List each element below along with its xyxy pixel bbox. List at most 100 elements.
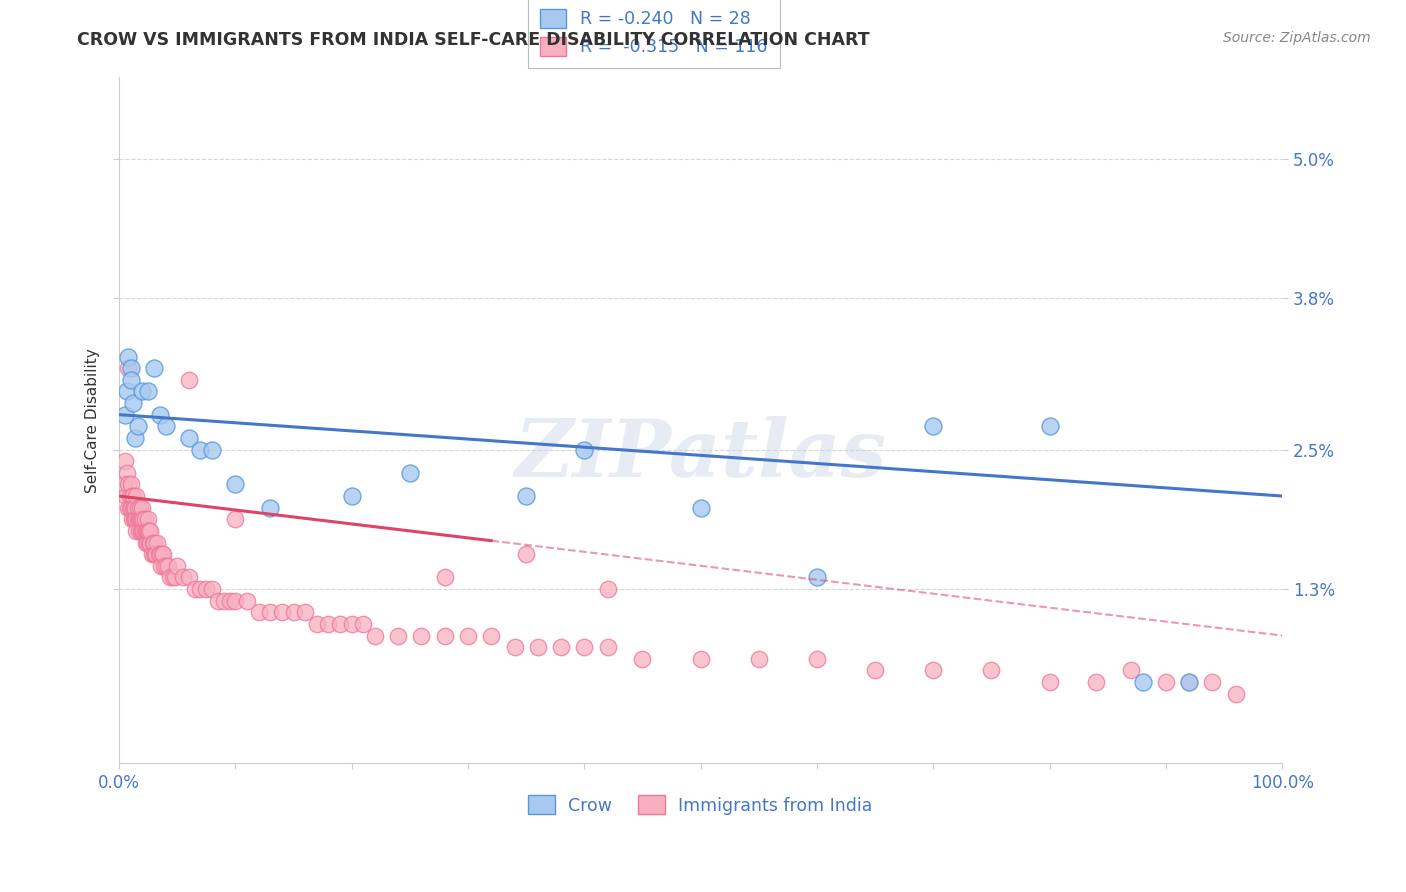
Point bbox=[190, 582, 212, 596]
Point bbox=[152, 547, 174, 561]
Text: ZIPatlas: ZIPatlas bbox=[515, 416, 887, 493]
Text: CROW VS IMMIGRANTS FROM INDIA SELF-CARE DISABILITY CORRELATION CHART: CROW VS IMMIGRANTS FROM INDIA SELF-CARE … bbox=[77, 31, 870, 49]
Point bbox=[131, 500, 153, 515]
Point bbox=[128, 524, 150, 538]
Point bbox=[115, 384, 138, 399]
Point bbox=[138, 524, 160, 538]
Point bbox=[122, 500, 145, 515]
Point bbox=[124, 512, 146, 526]
Point bbox=[166, 558, 188, 573]
Point bbox=[177, 570, 200, 584]
Point bbox=[127, 500, 149, 515]
Point bbox=[247, 605, 270, 619]
Point bbox=[129, 512, 152, 526]
Point bbox=[352, 616, 374, 631]
Point bbox=[433, 570, 456, 584]
Point bbox=[980, 664, 1002, 678]
Point bbox=[922, 419, 945, 434]
Point bbox=[201, 442, 224, 457]
Point bbox=[748, 652, 770, 666]
Point bbox=[120, 361, 142, 376]
Legend: Crow, Immigrants from India: Crow, Immigrants from India bbox=[520, 787, 882, 823]
Point bbox=[153, 558, 176, 573]
Point bbox=[294, 605, 316, 619]
Point bbox=[305, 616, 328, 631]
Point bbox=[806, 652, 828, 666]
Point bbox=[117, 361, 139, 376]
Point bbox=[139, 535, 162, 549]
Point bbox=[134, 524, 156, 538]
Point bbox=[863, 664, 886, 678]
Point bbox=[120, 500, 142, 515]
Point bbox=[129, 500, 152, 515]
Point bbox=[596, 640, 619, 655]
Point bbox=[129, 524, 152, 538]
Point bbox=[1178, 675, 1201, 690]
Point bbox=[125, 489, 148, 503]
Point bbox=[122, 512, 145, 526]
Point bbox=[122, 489, 145, 503]
Point bbox=[259, 500, 281, 515]
Point bbox=[479, 629, 502, 643]
Point bbox=[515, 547, 537, 561]
Point bbox=[115, 466, 138, 480]
Point bbox=[159, 570, 181, 584]
Point bbox=[142, 361, 165, 376]
Point bbox=[574, 640, 596, 655]
Point bbox=[457, 629, 479, 643]
Point bbox=[114, 408, 136, 422]
Point bbox=[259, 605, 281, 619]
Point bbox=[120, 477, 142, 491]
Point bbox=[136, 524, 159, 538]
Point bbox=[146, 535, 169, 549]
Point bbox=[596, 582, 619, 596]
Point bbox=[207, 593, 229, 607]
Point bbox=[177, 373, 200, 387]
Point bbox=[117, 500, 139, 515]
Point bbox=[172, 570, 194, 584]
Point bbox=[125, 512, 148, 526]
Point bbox=[117, 350, 139, 364]
Point bbox=[136, 524, 159, 538]
Point bbox=[433, 629, 456, 643]
Point bbox=[689, 652, 711, 666]
Point bbox=[131, 512, 153, 526]
Point bbox=[503, 640, 526, 655]
Point bbox=[117, 477, 139, 491]
Point bbox=[411, 629, 433, 643]
Point bbox=[236, 593, 259, 607]
Point bbox=[155, 558, 177, 573]
Point bbox=[118, 500, 141, 515]
Point bbox=[122, 396, 145, 410]
Point bbox=[127, 419, 149, 434]
Point bbox=[139, 524, 162, 538]
Point bbox=[515, 489, 537, 503]
Point bbox=[145, 547, 167, 561]
Text: Source: ZipAtlas.com: Source: ZipAtlas.com bbox=[1223, 31, 1371, 45]
Point bbox=[1085, 675, 1108, 690]
Y-axis label: Self-Care Disability: Self-Care Disability bbox=[86, 348, 100, 493]
Point bbox=[1039, 675, 1062, 690]
Point bbox=[122, 500, 145, 515]
Point bbox=[143, 547, 166, 561]
Point bbox=[224, 593, 246, 607]
Point bbox=[631, 652, 654, 666]
Point bbox=[270, 605, 292, 619]
Point bbox=[1225, 687, 1247, 701]
Point bbox=[218, 593, 240, 607]
Point bbox=[1201, 675, 1223, 690]
Point bbox=[124, 431, 146, 445]
Point bbox=[150, 547, 173, 561]
Point bbox=[134, 512, 156, 526]
Point bbox=[135, 535, 157, 549]
Point bbox=[387, 629, 409, 643]
Point bbox=[806, 570, 828, 584]
Point bbox=[224, 477, 246, 491]
Point bbox=[132, 524, 155, 538]
Point bbox=[195, 582, 218, 596]
Point bbox=[114, 454, 136, 468]
Point bbox=[121, 489, 143, 503]
Point bbox=[148, 547, 170, 561]
Point bbox=[136, 535, 159, 549]
Point bbox=[120, 373, 142, 387]
